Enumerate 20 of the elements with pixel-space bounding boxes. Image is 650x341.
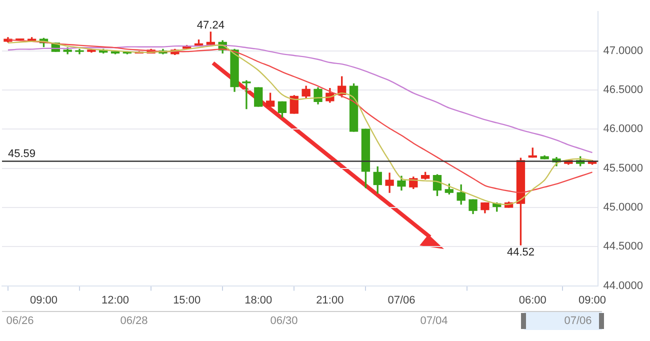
y-tick-label: 46.0000: [603, 123, 644, 136]
y-tick-label: 45.0000: [603, 201, 644, 214]
x-tick-label: 15:00: [173, 294, 201, 306]
x-tick-label: 21:00: [316, 294, 344, 306]
range-slider: 06/26 06/28 06/30 07/04 07/06: [2, 311, 602, 331]
x-tick-label: 09:00: [578, 294, 606, 306]
y-tick-label: 47.0000: [603, 44, 644, 57]
x-tick-label: 06:00: [518, 294, 546, 306]
y-tick-label: 44.5000: [603, 240, 644, 253]
annotation: 47.24: [196, 20, 224, 32]
x-tick-label: 18:00: [244, 294, 272, 306]
x-tick-label: 07/06: [388, 294, 416, 306]
annotation: 44.52: [506, 246, 534, 259]
y-tick-label: 46.5000: [603, 84, 644, 96]
x-tick-label: 09:00: [30, 294, 58, 306]
candlestick: [242, 80, 251, 110]
ref-line-label: 45.59: [8, 148, 36, 160]
y-tick-label: 44.0000: [603, 280, 644, 292]
x-tick-label: 12:00: [102, 294, 130, 306]
y-tick-label: 45.5000: [603, 162, 644, 174]
